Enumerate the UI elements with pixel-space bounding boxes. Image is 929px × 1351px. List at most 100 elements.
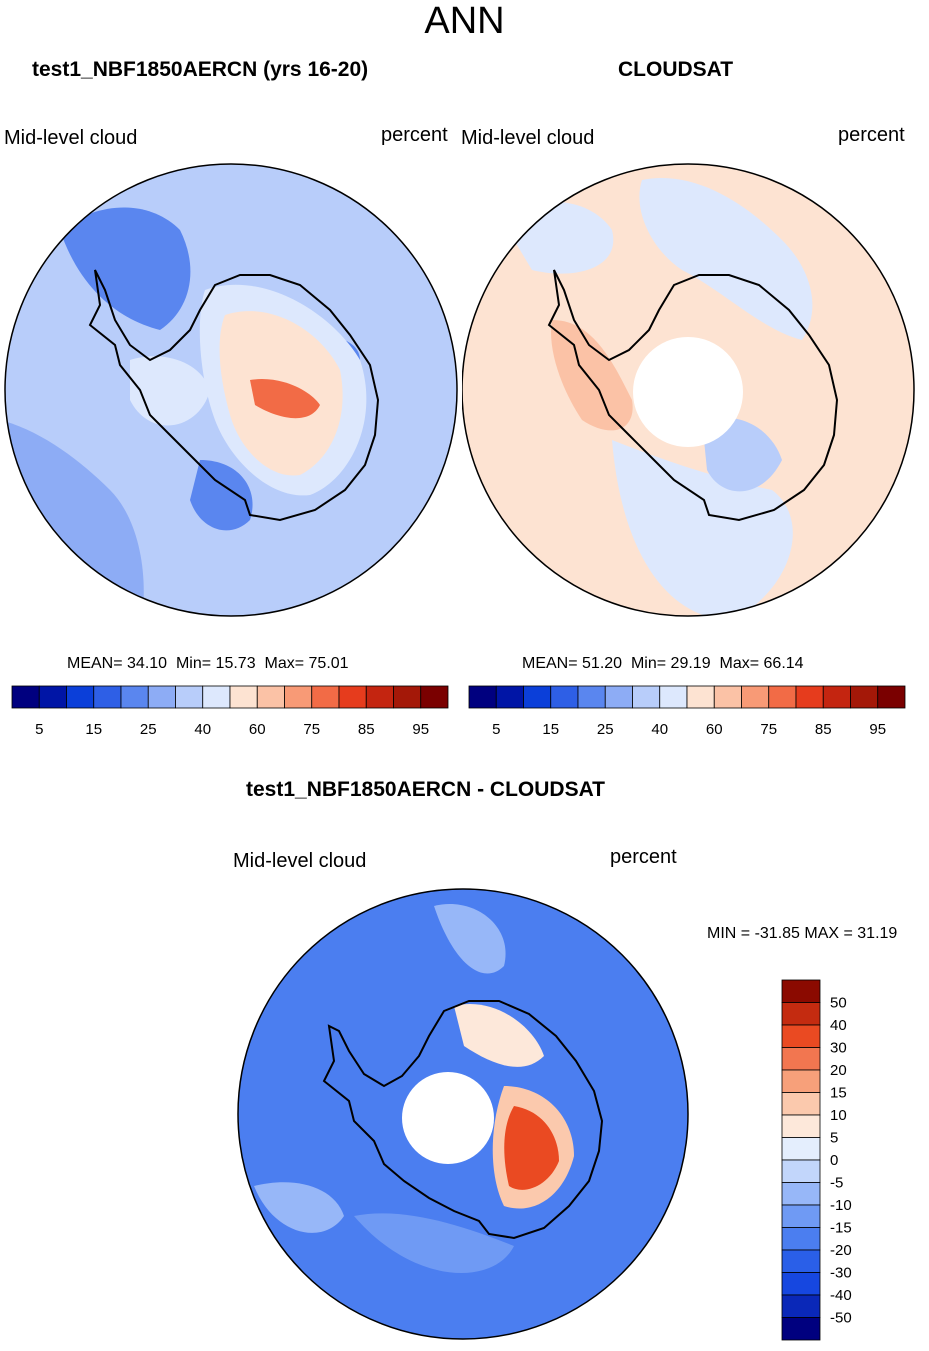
panel2-max-value: 66.14 (763, 655, 804, 672)
panel2-colorbar-swatch (659, 685, 688, 709)
panel3-title: test1_NBF1850AERCN - CLOUDSAT (246, 778, 606, 801)
panel3-colorbar-swatch (781, 1159, 821, 1183)
panel2-region-peninsula-max (551, 320, 633, 431)
panel3-map (237, 888, 689, 1340)
panel2-mean-value: 51.20 (582, 655, 623, 672)
panel1-colorbar-swatch (311, 685, 340, 709)
panel3-region-light-2 (254, 1182, 344, 1233)
panel1-colorbar: 5 15 25 40 60 75 85 95 (11, 685, 449, 738)
panel2-title: CLOUDSAT (618, 58, 734, 81)
panel2-units-label: percent (838, 124, 905, 146)
panel3-colorbar-swatch (781, 1204, 821, 1228)
panel1-colorbar-swatch (11, 685, 40, 709)
panel2-colorbar-swatch (768, 685, 797, 709)
panel1-map (4, 163, 458, 617)
panel3-colorbar-tick-label: -20 (830, 1242, 852, 1259)
panel1-title: test1_NBF1850AERCN (yrs 16-20) (32, 58, 369, 81)
panel2-colorbar-swatch (877, 685, 906, 709)
panel3-colorbar-tick-label: -40 (830, 1287, 852, 1304)
panel3-colorbar-tick-label: -10 (830, 1197, 852, 1214)
panel1-region-amundsen-low (60, 207, 191, 330)
panel2-colorbar-swatch (741, 685, 770, 709)
panel1-map-border (4, 163, 458, 617)
panel1-mean-value: 34.10 (127, 655, 168, 672)
panel3-colorbar-swatch (781, 1047, 821, 1071)
panel2-coastline (547, 269, 839, 522)
panel2-colorbar-tick-label: 85 (815, 721, 832, 738)
panel3-colorbar-tick-label: 40 (830, 1017, 847, 1034)
panel3-colorbar-swatch (781, 1002, 821, 1026)
panel3-colorbar-tick-label: -15 (830, 1220, 852, 1237)
panel3-colorbar-tick-label: 0 (830, 1152, 838, 1169)
panel1-colorbar-swatch (93, 685, 122, 709)
panel2-colorbar-swatch (604, 685, 633, 709)
panel1-colorbar-tick-label: 15 (85, 721, 102, 738)
panel1-region-west-coast (130, 356, 210, 426)
panel3-colorbar-swatch (781, 1272, 821, 1296)
figure-title: ANN (424, 0, 505, 42)
panel3-colorbar-tick-label: -50 (830, 1310, 852, 1327)
panel1-colorbar-tick-label: 95 (412, 721, 429, 738)
panel3-colorbar-swatch (781, 1249, 821, 1273)
panel2-colorbar-swatch (523, 685, 552, 709)
panel2-colorbar-tick-label: 25 (597, 721, 614, 738)
panel2-colorbar-tick-label: 95 (869, 721, 886, 738)
panel1-colorbar-swatch (420, 685, 449, 709)
panel1-colorbar-swatch (202, 685, 231, 709)
panel2-map (462, 163, 915, 617)
panel1-colorbar-tick-label: 5 (35, 721, 43, 738)
panel2-colorbar-swatch (795, 685, 824, 709)
panel3-colorbar-tick-label: -5 (830, 1175, 843, 1192)
panel1-colorbar-swatch (120, 685, 149, 709)
panel2-region-ross-low (702, 417, 782, 492)
panel2-min-value: 29.19 (670, 655, 711, 672)
panel1-colorbar-swatch (175, 685, 204, 709)
panel3-colorbar-tick-label: 10 (830, 1107, 847, 1124)
panel1-region-plateau-max (250, 379, 320, 419)
panel1-colorbar-tick-label: 25 (140, 721, 157, 738)
panel1-colorbar-tick-label: 85 (358, 721, 375, 738)
panel1-units-label: percent (381, 124, 448, 146)
panel2-colorbar-tick-label: 15 (542, 721, 559, 738)
panel3-region-light-1 (434, 904, 506, 974)
panel2-max-label: Max= (719, 655, 760, 672)
panel1-colorbar-swatch (147, 685, 176, 709)
panel1-region-ross-low (190, 460, 253, 531)
panel2-colorbar-swatch (822, 685, 851, 709)
panel3-colorbar-swatch (781, 1024, 821, 1048)
panel2-colorbar-tick-label: 75 (760, 721, 777, 738)
panel1-colorbar-tick-label: 75 (303, 721, 320, 738)
panel1-colorbar-swatch (393, 685, 422, 709)
panel2-colorbar-swatch (577, 685, 606, 709)
panel1-colorbar-swatch (256, 685, 285, 709)
panel2-colorbar-swatch (850, 685, 879, 709)
panel2-colorbar-swatch (550, 685, 579, 709)
panel3-colorbar-swatch (781, 1137, 821, 1161)
panel3-variable-label: Mid-level cloud (233, 850, 367, 872)
panel2-colorbar-swatch (686, 685, 715, 709)
panel1-coastline (88, 269, 380, 522)
panel3-colorbar-swatch (781, 1114, 821, 1138)
panel1-stats: MEAN= 34.10 Min= 15.73 Max= 75.01 (67, 655, 349, 673)
panel3-colorbar-swatch (781, 1227, 821, 1251)
panel3-colorbar-swatch (781, 979, 821, 1003)
panel1-colorbar-tick-label: 40 (194, 721, 211, 738)
panel2-colorbar-tick-label: 40 (651, 721, 668, 738)
panel1-colorbar-tick-label: 60 (249, 721, 266, 738)
panel2-colorbar-tick-label: 60 (706, 721, 723, 738)
panel1-colorbar-swatch (66, 685, 95, 709)
panel3-colorbar-swatch (781, 1317, 821, 1341)
panel2-colorbar-swatch (495, 685, 524, 709)
panel2-stats: MEAN= 51.20 Min= 29.19 Max= 66.14 (522, 655, 804, 673)
panel3-min-max-stats: MIN = -31.85 MAX = 31.19 (707, 925, 898, 942)
panel3-colorbar-swatch (781, 1294, 821, 1318)
panel2-variable-label: Mid-level cloud (461, 127, 595, 149)
panel1-colorbar-swatch (338, 685, 367, 709)
panel2-colorbar-tick-label: 5 (492, 721, 500, 738)
panel1-colorbar-swatch (38, 685, 67, 709)
panel3-missing-data-hole (402, 1072, 494, 1164)
panel2-colorbar-swatch (632, 685, 661, 709)
panel2-map-border (462, 163, 915, 617)
panel3-region-plateau-max (504, 1106, 559, 1190)
